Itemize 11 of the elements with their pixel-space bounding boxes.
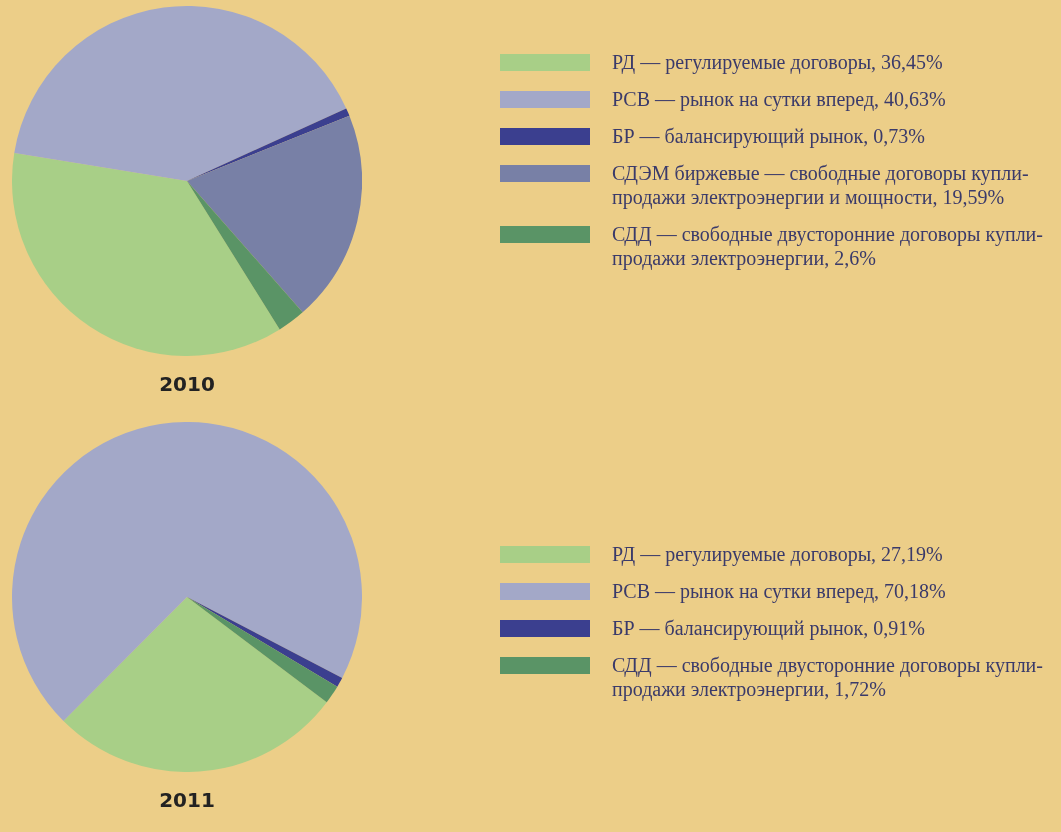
legend-label: СДЭМ биржевые — свободные договоры купли-продажи электроэнергии и мощности, 19,59% xyxy=(612,161,1030,209)
legend-label: РСВ — рынок на сутки вперед, 40,63% xyxy=(612,87,947,111)
text: 2011 xyxy=(158,788,216,812)
legend-label: СДД — свободные двусторонние договоры купли-продажи электроэнергии, 1,72% xyxy=(612,653,1044,701)
legend-label: РД — регулируемые договоры, 27,19% xyxy=(612,542,944,566)
legend-label: СДД — свободные двусторонние договоры купли-продажи электроэнергии, 2,6% xyxy=(612,222,1044,270)
legend-label: БР — балансирующий рынок, 0,91% xyxy=(612,616,926,640)
legend-label: РД — регулируемые договоры, 36,45% xyxy=(612,50,944,74)
legend-label: БР — балансирующий рынок, 0,73% xyxy=(612,124,926,148)
text: 2010 xyxy=(158,372,216,396)
legend-label: РСВ — рынок на сутки вперед, 70,18% xyxy=(612,579,947,603)
